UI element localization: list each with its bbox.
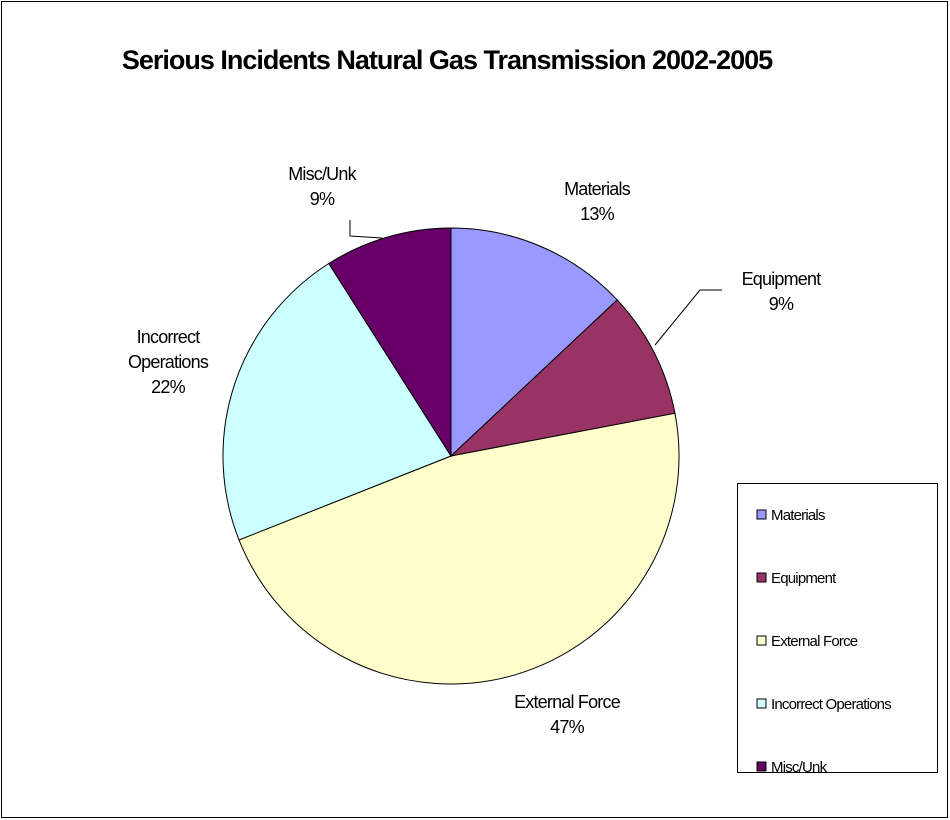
slice-label-name: Incorrect Operations	[128, 327, 209, 372]
slice-label-value: 47%	[550, 717, 584, 737]
legend-label: Materials	[771, 507, 825, 524]
slice-label-value: 9%	[769, 294, 794, 314]
legend-label: Misc/Unk	[771, 759, 828, 776]
slice-label-value: 9%	[310, 189, 335, 209]
legend-swatch	[756, 698, 767, 709]
pie-slice	[449, 299, 676, 457]
slice-label-name: External Force	[514, 692, 621, 712]
legend-swatch	[756, 572, 767, 583]
chart-title: Serious Incidents Natural Gas Transmissi…	[121, 45, 773, 75]
slice-label-name: Misc/Unk	[288, 164, 357, 184]
legend-swatch	[756, 761, 767, 772]
slice-label-name: Materials	[564, 179, 631, 199]
leader-line	[349, 220, 383, 239]
pie-slice	[450, 227, 618, 458]
legend-swatch	[756, 509, 767, 520]
slice-label-value: 22%	[151, 377, 185, 397]
legend-label: External Force	[771, 633, 858, 650]
slice-label-name: Equipment	[742, 269, 822, 289]
leader-line	[654, 289, 722, 346]
slice-label-value: 13%	[580, 204, 614, 224]
legend-swatch	[756, 635, 767, 646]
legend: Materials Equipment External Force Incorrec…	[756, 507, 892, 776]
pie-slice	[238, 412, 680, 685]
legend-label: Incorrect Operations	[771, 696, 891, 713]
legend-box	[737, 483, 938, 773]
legend-label: Equipment	[771, 570, 837, 587]
pie-slice	[222, 262, 452, 541]
pie-slice	[328, 227, 452, 458]
